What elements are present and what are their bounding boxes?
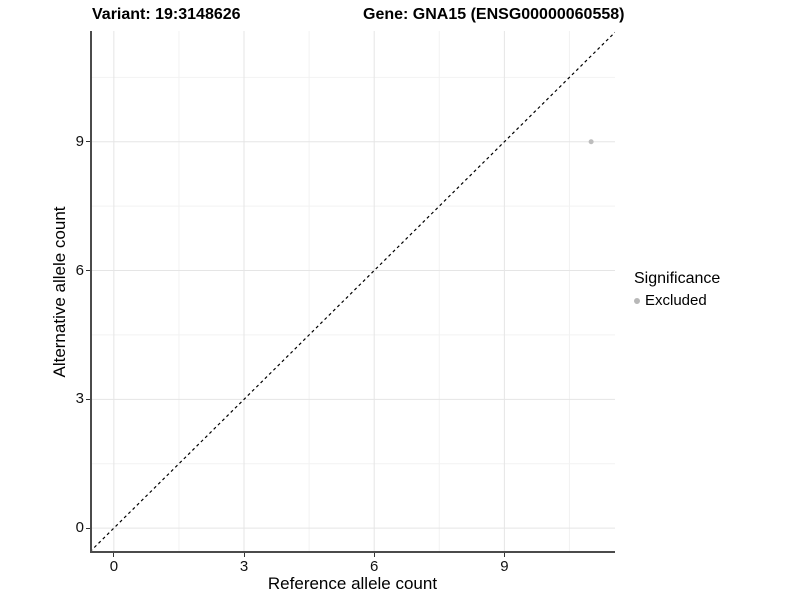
x-tick-mark (113, 553, 115, 557)
excluded-point-icon (634, 297, 640, 304)
legend: Significance Excluded (634, 270, 720, 309)
gene-title: Gene: GNA15 (ENSG00000060558) (363, 6, 625, 23)
plot-panel (90, 31, 615, 553)
x-axis-title: Reference allele count (267, 574, 438, 593)
data-point-excluded (588, 139, 594, 145)
legend-item-excluded: Excluded (634, 292, 720, 309)
identity-dashed-line (90, 31, 615, 553)
scatter-plot-canvas (90, 31, 615, 553)
x-tick-mark (503, 553, 505, 557)
legend-item-label: Excluded (645, 292, 707, 309)
x-tick-label: 0 (109, 558, 119, 575)
y-axis-title: Alternative allele count (50, 206, 69, 378)
y-tick-label: 3 (75, 390, 84, 408)
x-tick-mark (373, 553, 375, 557)
legend-title: Significance (634, 270, 721, 287)
variant-title: Variant: 19:3148626 (92, 6, 241, 23)
x-tick-label: 9 (500, 558, 509, 575)
y-tick-label: 9 (75, 132, 84, 150)
y-tick-label: 0 (75, 519, 84, 537)
x-tick-label: 6 (370, 558, 379, 575)
x-tick-label: 3 (239, 558, 249, 575)
x-tick-mark (243, 553, 245, 557)
